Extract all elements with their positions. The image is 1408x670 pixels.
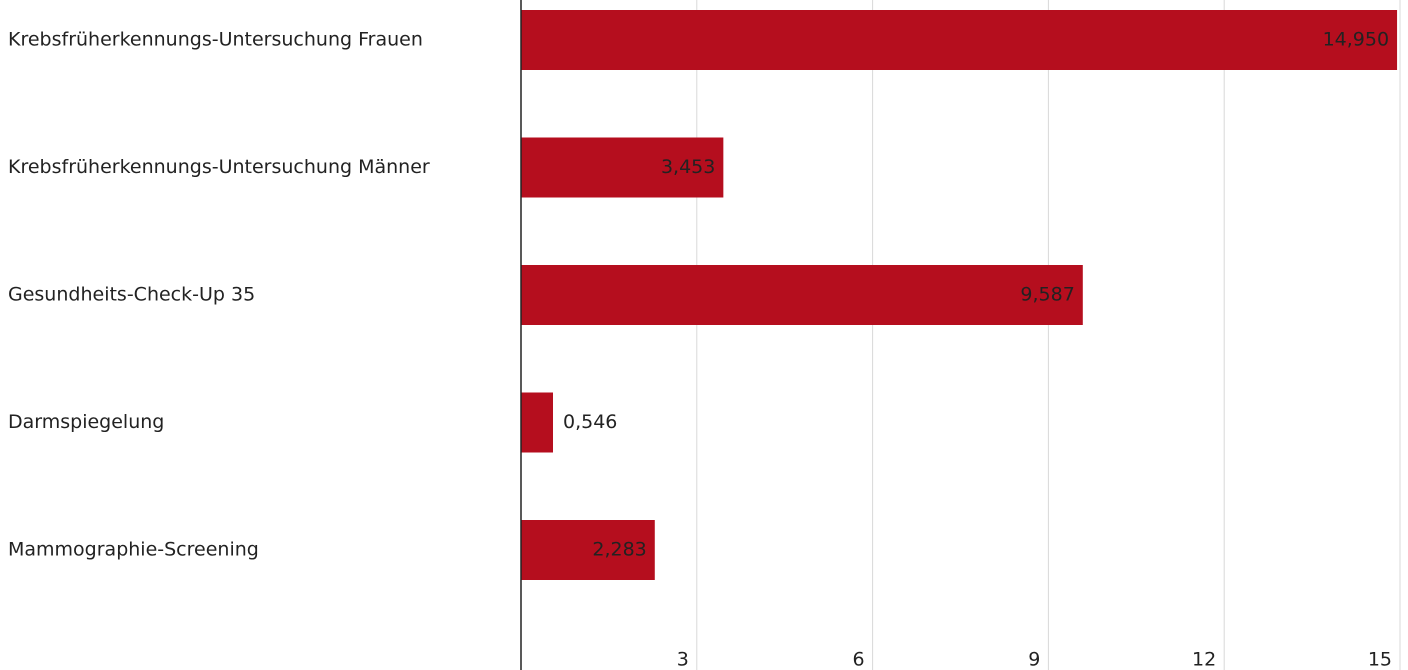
x-tick-label: 6 xyxy=(853,649,865,670)
x-tick-label: 9 xyxy=(1028,649,1040,670)
value-label: 9,587 xyxy=(1020,284,1074,306)
value-label: 0,546 xyxy=(563,411,617,433)
x-tick-label: 15 xyxy=(1368,649,1392,670)
category-label: Krebsfrüherkennungs-Untersuchung Männer xyxy=(8,156,430,178)
value-label: 2,283 xyxy=(592,539,646,561)
bar xyxy=(521,137,724,198)
value-label: 3,453 xyxy=(661,156,715,178)
value-label: 14,950 xyxy=(1323,29,1389,51)
bar xyxy=(521,10,1398,70)
category-label: Mammographie-Screening xyxy=(8,539,259,561)
category-label: Gesundheits-Check-Up 35 xyxy=(8,284,255,306)
category-label: Darmspiegelung xyxy=(8,411,164,433)
bar xyxy=(521,392,553,453)
x-tick-label: 3 xyxy=(677,649,689,670)
category-label: Krebsfrüherkennungs-Untersuchung Frauen xyxy=(8,29,423,51)
bar xyxy=(521,265,1083,325)
bar xyxy=(521,520,655,580)
x-tick-label: 12 xyxy=(1192,649,1216,670)
